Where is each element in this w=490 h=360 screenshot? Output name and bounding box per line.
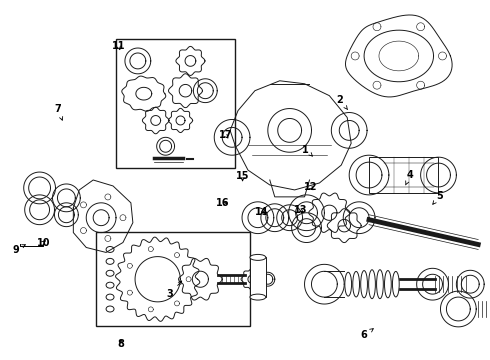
Text: 6: 6	[361, 329, 373, 341]
Ellipse shape	[250, 294, 266, 300]
Text: 7: 7	[54, 104, 63, 120]
Text: 13: 13	[294, 205, 308, 215]
Text: 8: 8	[118, 339, 124, 349]
Ellipse shape	[361, 271, 368, 298]
Ellipse shape	[353, 271, 360, 297]
Text: 4: 4	[406, 170, 414, 185]
Bar	[250, 257, 266, 297]
Ellipse shape	[377, 270, 383, 299]
Text: 12: 12	[304, 182, 318, 192]
Text: 15: 15	[236, 171, 249, 181]
Ellipse shape	[345, 272, 351, 296]
Text: 17: 17	[219, 130, 232, 140]
Text: 3: 3	[166, 281, 182, 299]
Text: 5: 5	[433, 191, 443, 204]
Text: 16: 16	[217, 198, 230, 208]
Ellipse shape	[392, 271, 399, 297]
Bar	[116, 39, 235, 168]
Bar	[96, 231, 250, 326]
Text: 11: 11	[112, 41, 125, 51]
Text: 10: 10	[36, 238, 50, 248]
Bar	[369, 157, 439, 193]
Text: 2: 2	[337, 95, 347, 110]
Ellipse shape	[385, 271, 391, 298]
Text: 14: 14	[255, 207, 269, 217]
Text: 9: 9	[12, 245, 25, 255]
Ellipse shape	[250, 255, 266, 260]
Ellipse shape	[368, 270, 375, 299]
Text: 1: 1	[302, 145, 313, 156]
